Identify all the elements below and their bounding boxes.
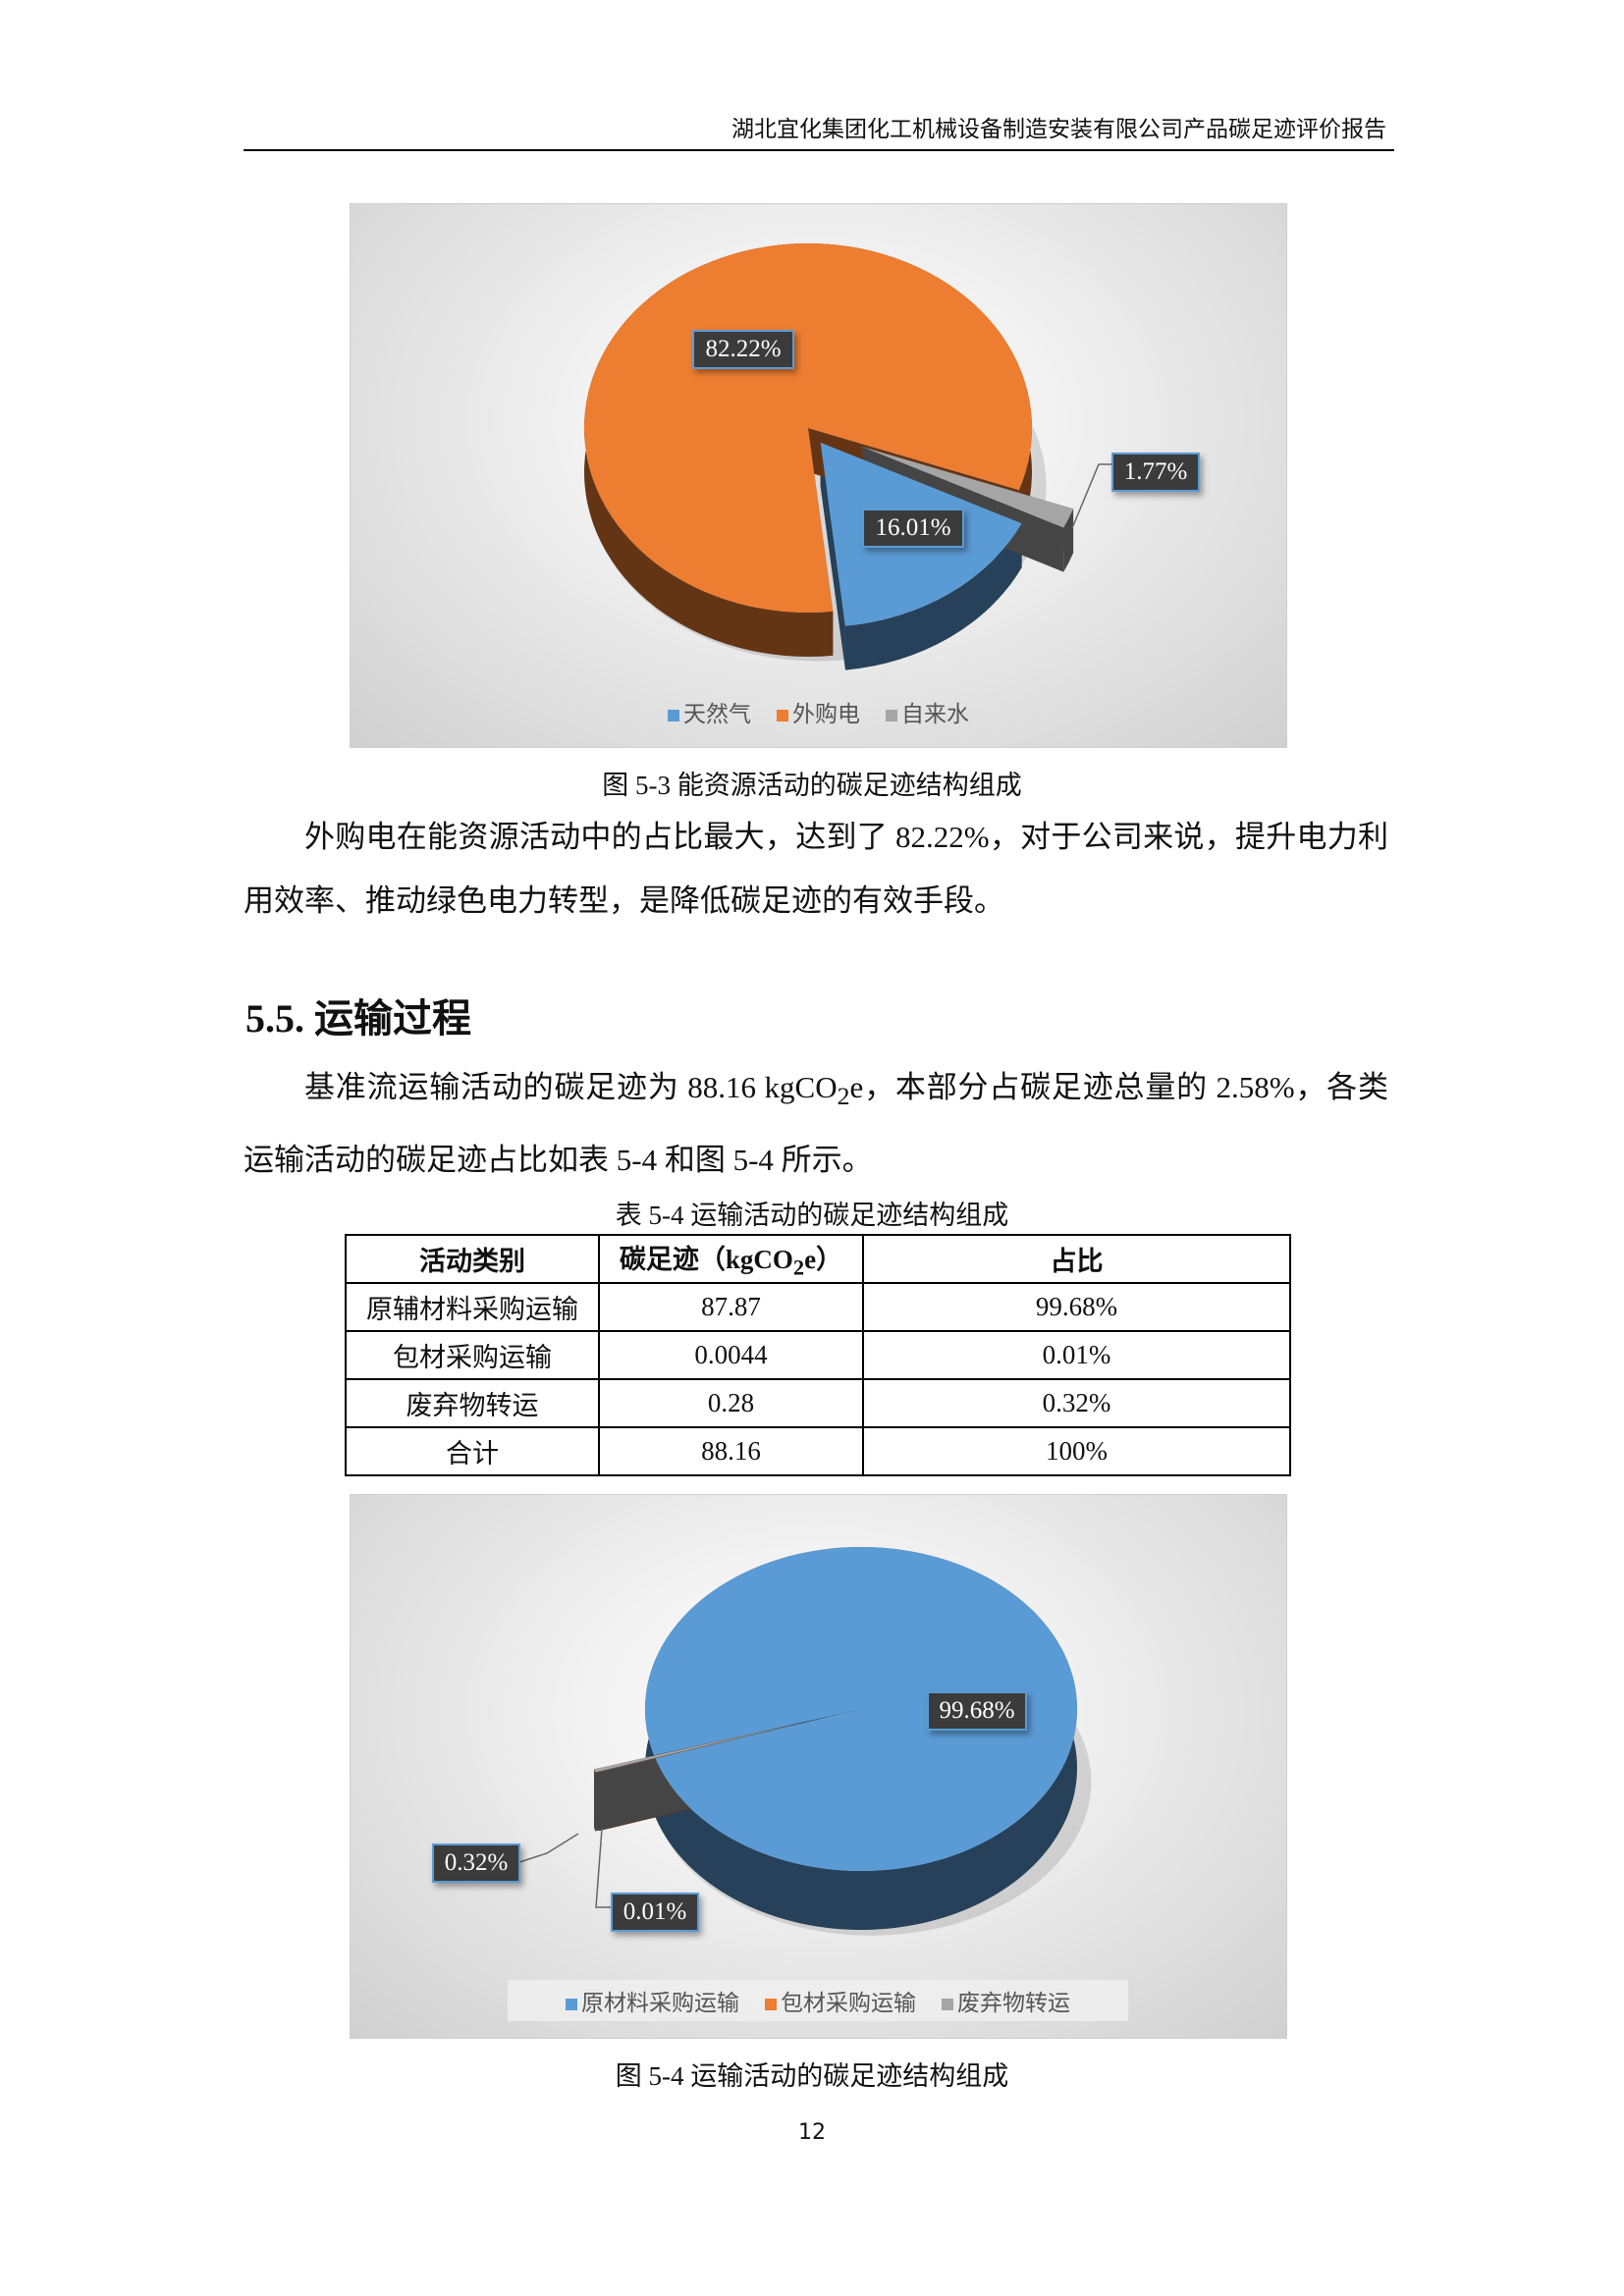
cell: 0.01% (862, 1330, 1291, 1380)
legend-swatch (886, 710, 897, 721)
header-share: 占比 (862, 1234, 1291, 1284)
figure-caption: 图 5-4 运输活动的碳足迹结构组成 (615, 2061, 1009, 2091)
legend-swatch (668, 710, 679, 721)
data-label-tap-water: 1.77% (1111, 453, 1200, 492)
cell: 99.68% (862, 1282, 1291, 1332)
slice-side (1063, 508, 1074, 572)
text: e，本部分占碳足迹总量的 2.58%，各类运输活动的碳足迹占比如表 5-4 和图… (244, 1070, 1388, 1178)
energy-pie-chart: 82.22% 16.01% 1.77% 天然气 外购电 自来水 (350, 203, 1287, 748)
leader-line (515, 1833, 579, 1864)
table-row: 废弃物转运 0.28 0.32% (345, 1378, 1291, 1428)
cell: 0.28 (598, 1378, 864, 1428)
transport-pie-chart: 99.68% 0.32% 0.01% 原材料采购运输 包材采购运输 废弃物转运 (350, 1494, 1287, 2039)
body-paragraph: 外购电在能资源活动中的占比最大，达到了 82.22%，对于公司来说，提升电力利用… (244, 820, 1388, 918)
header-footprint: 碳足迹（kgCO2e） (598, 1234, 864, 1284)
legend-label: 废弃物转运 (957, 1991, 1070, 2015)
subscript: 2 (837, 1082, 850, 1111)
legend-item: 自来水 (886, 695, 969, 728)
data-label-electricity: 82.22% (692, 330, 794, 369)
transport-pie-svg (515, 1547, 1092, 1936)
data-label-raw-material: 99.68% (927, 1691, 1027, 1731)
legend-swatch (942, 1999, 953, 2010)
pie-slice-0 (645, 1547, 1077, 1871)
running-header: 湖北宜化集团化工机械设备制造安装有限公司产品碳足迹评价报告 (731, 117, 1386, 141)
pie-slice-2 (594, 1723, 801, 1773)
figure-caption: 图 5-3 能资源活动的碳足迹结构组成 (602, 771, 1022, 800)
leader-line (1071, 463, 1111, 529)
slice-side (844, 523, 1022, 670)
cell: 0.0044 (598, 1330, 864, 1380)
legend-label: 原材料采购运输 (581, 1991, 739, 2015)
legend-swatch (777, 710, 788, 721)
pie-slice-2 (862, 447, 1074, 528)
header-activity: 活动类别 (345, 1234, 600, 1284)
slice-wall (820, 442, 845, 670)
cell: 88.16 (598, 1426, 864, 1476)
section-heading: 5.5. 运输过程 (245, 996, 471, 1041)
legend-item: 原材料采购运输 (566, 1984, 739, 2017)
table-row: 合计 88.16 100% (345, 1426, 1291, 1476)
data-label-waste: 0.32% (432, 1843, 520, 1883)
legend-label: 包材采购运输 (781, 1991, 916, 2015)
text: 基准流运输活动的碳足迹为 88.16 kgCO (304, 1070, 838, 1104)
table-row: 原辅材料采购运输 87.87 99.68% (345, 1282, 1291, 1332)
header-rule (244, 149, 1394, 151)
data-label-natural-gas: 16.01% (862, 508, 964, 548)
slice-side (594, 1769, 596, 1832)
legend-label: 外购电 (792, 702, 860, 726)
chart-legend: 天然气 外购电 自来水 (351, 695, 1286, 728)
cell: 100% (862, 1426, 1291, 1476)
legend-item: 外购电 (777, 695, 860, 728)
leader-line (595, 1828, 611, 1908)
chart-legend: 原材料采购运输 包材采购运输 废弃物转运 (508, 1980, 1128, 2021)
table-row: 包材采购运输 0.0044 0.01% (345, 1330, 1291, 1380)
legend-label: 天然气 (683, 702, 751, 726)
cell: 包材采购运输 (345, 1330, 600, 1380)
legend-item: 包材采购运输 (765, 1984, 916, 2017)
legend-label: 自来水 (901, 702, 969, 726)
pie-slice-1 (599, 1722, 805, 1773)
legend-item: 废弃物转运 (942, 1984, 1070, 2017)
cell: 原辅材料采购运输 (345, 1282, 600, 1332)
body-paragraph: 基准流运输活动的碳足迹为 88.16 kgCO2e，本部分占碳足迹总量的 2.5… (244, 1055, 1388, 1192)
page-number: 12 (798, 2120, 826, 2145)
legend-item: 天然气 (668, 695, 751, 728)
transport-footprint-table: 活动类别 碳足迹（kgCO2e） 占比 原辅材料采购运输 87.87 99.68% … (345, 1234, 1291, 1476)
table-caption: 表 5-4 运输活动的碳足迹结构组成 (615, 1201, 1009, 1230)
cell: 0.32% (862, 1378, 1291, 1428)
table-header-row: 活动类别 碳足迹（kgCO2e） 占比 (345, 1234, 1291, 1284)
cell: 合计 (345, 1426, 600, 1476)
legend-swatch (765, 1999, 777, 2010)
cell: 87.87 (598, 1282, 864, 1332)
legend-swatch (566, 1999, 577, 2010)
data-label-packaging: 0.01% (611, 1893, 699, 1932)
cell: 废弃物转运 (345, 1378, 600, 1428)
